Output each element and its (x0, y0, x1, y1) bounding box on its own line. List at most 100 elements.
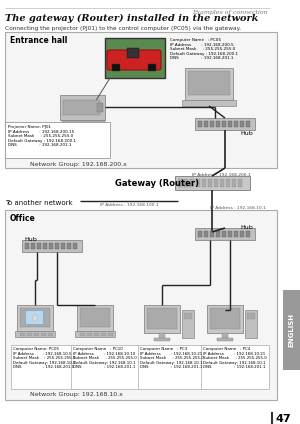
Bar (240, 121, 244, 127)
Text: The gateway (Router) installed in the network: The gateway (Router) installed in the ne… (5, 14, 258, 23)
Bar (178, 179, 182, 187)
Bar (80, 333, 85, 336)
Bar (222, 121, 226, 127)
Text: Computer Name   : PC3
IP Address        : 192.168.10.21
Subnet Mask     : 255.25: Computer Name : PC3 IP Address : 192.168… (140, 347, 204, 369)
Bar (105, 38, 165, 78)
Bar (87, 333, 92, 336)
Bar (196, 179, 200, 187)
Bar (184, 313, 192, 319)
Bar (63, 100, 100, 115)
Bar (217, 338, 233, 341)
Bar (25, 243, 29, 249)
Bar (220, 179, 224, 187)
Bar (202, 179, 206, 187)
Bar (234, 121, 238, 127)
Bar (127, 48, 139, 58)
Text: IP Address : 192.168.10.1: IP Address : 192.168.10.1 (210, 206, 266, 210)
Text: Connecting the projector (PJ01) to the control computer (PC05) via the gateway.: Connecting the projector (PJ01) to the c… (5, 26, 241, 31)
Bar (185, 68, 233, 100)
Bar (198, 121, 202, 127)
Bar (112, 64, 120, 71)
Bar (147, 308, 177, 329)
Bar (210, 231, 214, 237)
Bar (62, 120, 105, 123)
Bar (80, 308, 110, 327)
Bar (247, 313, 255, 319)
Text: Computer Name: PC05
IP Address       : 192.168.10.5
Subnet Mask    : 255.255.255: Computer Name: PC05 IP Address : 192.168… (13, 347, 76, 369)
Bar (75, 331, 115, 337)
Bar (245, 310, 257, 338)
Bar (222, 231, 226, 237)
Bar (15, 331, 55, 337)
Bar (49, 243, 53, 249)
Bar (11, 345, 79, 389)
FancyBboxPatch shape (107, 50, 161, 70)
Bar (108, 333, 113, 336)
Text: IP Address : 192.168.100.1: IP Address : 192.168.100.1 (100, 203, 159, 207)
Bar (208, 179, 212, 187)
Bar (198, 231, 202, 237)
Bar (210, 308, 240, 329)
Bar (22, 240, 82, 252)
Bar (71, 345, 139, 389)
Text: Network Group: 192.168.10.x: Network Group: 192.168.10.x (30, 392, 123, 397)
Text: Entrance hall: Entrance hall (10, 36, 68, 45)
Bar (222, 333, 228, 338)
Bar (55, 243, 59, 249)
Bar (48, 333, 53, 336)
Text: Computer Name   : PC4
IP Address        : 192.168.10.21
Subnet Mask     : 255.25: Computer Name : PC4 IP Address : 192.168… (203, 347, 267, 369)
Bar (182, 310, 194, 338)
Bar (204, 231, 208, 237)
Bar (195, 228, 255, 240)
Text: Hub: Hub (240, 225, 253, 230)
Bar (67, 243, 71, 249)
Bar (43, 243, 47, 249)
Bar (25, 310, 43, 324)
Bar (214, 179, 218, 187)
Bar (97, 103, 103, 112)
Bar (5, 32, 277, 168)
Bar (41, 333, 46, 336)
Bar (216, 231, 220, 237)
Bar (159, 333, 165, 338)
Text: 47: 47 (276, 414, 292, 424)
Text: Projector Name: PJ01
IP Address        : 192.168.200.15
Subnet Mask     : 255.25: Projector Name: PJ01 IP Address : 192.16… (8, 125, 76, 148)
Bar (190, 179, 194, 187)
Bar (138, 345, 206, 389)
Bar (148, 64, 156, 71)
Bar (246, 231, 250, 237)
Text: IP Address : 192.168.200.1: IP Address : 192.168.200.1 (192, 173, 250, 177)
Bar (232, 179, 236, 187)
Bar (228, 231, 232, 237)
Bar (27, 333, 32, 336)
Bar (228, 121, 232, 127)
Bar (101, 333, 106, 336)
Bar (20, 308, 50, 327)
Bar (246, 121, 250, 127)
Text: Computer Name   : PC10
IP Address        : 192.168.10.10
Subnet Mask     : 255.2: Computer Name : PC10 IP Address : 192.16… (73, 347, 137, 369)
Bar (5, 210, 277, 400)
Bar (175, 176, 250, 190)
Text: To another network: To another network (5, 200, 73, 206)
Bar (216, 121, 220, 127)
Bar (184, 179, 188, 187)
Bar (234, 231, 238, 237)
Text: Network Group: 192.168.200.x: Network Group: 192.168.200.x (30, 162, 127, 167)
Bar (77, 305, 113, 331)
Bar (20, 333, 25, 336)
Text: Gateway (Router): Gateway (Router) (115, 179, 199, 188)
Bar (238, 179, 242, 187)
Bar (33, 315, 37, 321)
Text: Examples of connection: Examples of connection (192, 10, 268, 15)
Bar (34, 333, 39, 336)
Text: Hub: Hub (24, 237, 37, 242)
Bar (240, 231, 244, 237)
Bar (195, 118, 255, 130)
Bar (60, 95, 105, 120)
Bar (182, 100, 236, 106)
Bar (94, 333, 99, 336)
Bar (17, 305, 53, 331)
Bar (207, 305, 243, 333)
Bar (5, 122, 110, 158)
Text: ENGLISH: ENGLISH (289, 313, 295, 347)
